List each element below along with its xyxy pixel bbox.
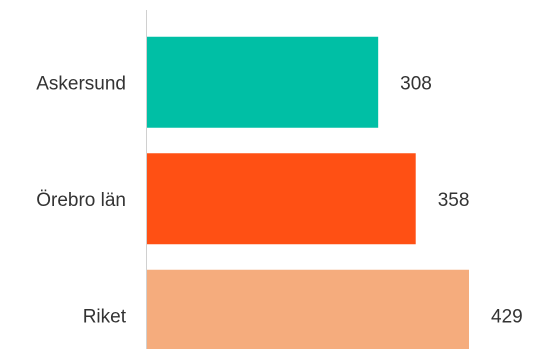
category-label: Askersund <box>36 73 126 94</box>
value-labels: 308 358 429 <box>400 73 523 327</box>
value-label: 358 <box>438 190 470 211</box>
category-labels: Askersund Örebro län Riket <box>36 73 126 327</box>
bars-group <box>147 36 469 349</box>
category-label: Örebro län <box>36 190 126 211</box>
value-label: 429 <box>491 306 523 327</box>
bar-askersund <box>147 36 379 128</box>
value-label: 308 <box>400 73 432 94</box>
bar-riket <box>147 269 469 349</box>
category-label: Riket <box>83 306 127 327</box>
bar-rebro-l-n <box>147 153 416 245</box>
